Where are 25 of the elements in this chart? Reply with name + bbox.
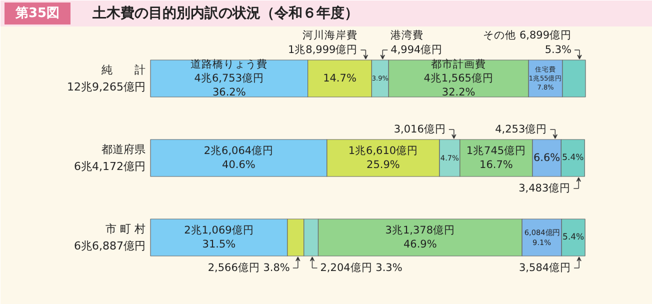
data-label: 1兆6,610億円 25.9%: [348, 144, 418, 171]
y-tick-label: 都道府県 6兆4,172億円: [74, 143, 146, 173]
data-label: 1兆745億円 16.7%: [466, 144, 526, 171]
chart-title: 土木費の目的別内訳の状況（令和６年度）: [92, 4, 358, 22]
data-label: 道路橋りょう費 4兆6,753億円 36.2%: [190, 58, 268, 98]
annotation: 3,483億円: [518, 182, 571, 194]
annotation: 河川海岸費 1兆8,999億円: [288, 28, 358, 56]
data-label: 2兆1,069億円 31.5%: [184, 224, 254, 250]
data-label: 6.6%: [533, 152, 560, 164]
annotation: 港湾費 4,994億円: [390, 28, 443, 56]
text: 第35図: [14, 6, 60, 21]
y-tick-label: 純 計 12兆9,265億円: [67, 64, 146, 94]
data-label: 都市計画費 4兆1,565億円 32.2%: [424, 58, 494, 98]
annotation: その他 6,899億円 5.3%: [483, 28, 572, 56]
data-label: 2兆6,064億円 40.6%: [204, 144, 274, 171]
annotation: 3,584億円: [519, 261, 572, 274]
annotation: 4,253億円: [495, 122, 548, 136]
data-label: 5.4%: [562, 232, 584, 242]
data-label: 3兆1,378億円 46.9%: [385, 224, 456, 250]
annotation: 3,016億円: [394, 122, 446, 136]
annotation: 2,566億円 3.8%: [208, 261, 290, 274]
data-label: 14.7%: [323, 72, 356, 84]
y-tick-label: 市 町 村 6兆6,887億円: [74, 222, 146, 252]
data-label: 5.4%: [562, 153, 584, 163]
annotation: 2,204億円 3.3%: [320, 261, 402, 274]
